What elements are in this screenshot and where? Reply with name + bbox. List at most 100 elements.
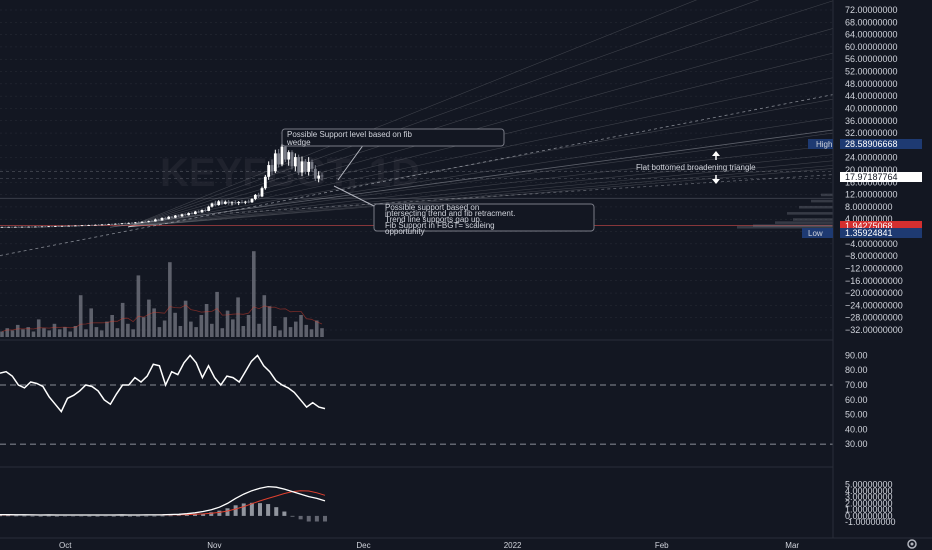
price-tick-label: 4.00000000 [845, 214, 893, 224]
candle-body [70, 225, 74, 227]
annotation-broadening-triangle[interactable]: Flat bottomed broadening triangle [636, 151, 756, 184]
candle-body [107, 224, 111, 225]
volume-bar [257, 323, 261, 337]
volume-bar [126, 323, 130, 337]
candle-body [220, 201, 224, 204]
time-axis-labels: Oct Nov Dec 2022 Feb Mar [59, 541, 799, 550]
macd-histogram-bar [6, 515, 11, 517]
candle-body [103, 224, 107, 226]
price-tick-label: 12.00000000 [845, 190, 898, 200]
callout-pointer [337, 143, 365, 181]
callout-trend-fib[interactable]: Possible support based on intersecting t… [333, 185, 595, 236]
trend-line [229, 174, 834, 214]
candle-body [240, 202, 244, 203]
candle-body [123, 223, 127, 225]
time-axis-label: Oct [59, 541, 72, 550]
volume-bar [225, 310, 230, 337]
candle-body [320, 175, 324, 177]
volume-bar [73, 326, 78, 337]
candle-body [100, 224, 104, 226]
last-price-label: 17.97187764 [845, 172, 898, 182]
macd-tick-label: 4.00000000 [845, 486, 893, 496]
macd-histogram-bar [176, 515, 181, 516]
macd-histogram-bar [103, 515, 108, 517]
fib-fan-ray [127, 154, 834, 228]
callout-text-line-3: Trend line supports gap up. [385, 215, 482, 224]
candle-body [163, 218, 167, 219]
candle-body [133, 222, 137, 224]
price-tick-label: 52.00000000 [845, 67, 898, 77]
candle-body [47, 226, 51, 228]
candle-body [230, 202, 234, 204]
candle-body [127, 222, 131, 224]
volume-bar [31, 331, 36, 337]
macd-histogram-bar [46, 515, 51, 517]
macd-histogram-bar [298, 515, 303, 520]
volume-bar [288, 327, 293, 337]
candle-body [187, 213, 191, 216]
volume-bar [131, 329, 135, 337]
candle-body [223, 201, 227, 204]
callout-fib-wedge[interactable]: Possible Support level based on fib wedg… [281, 128, 505, 181]
time-axis-label: Nov [207, 541, 221, 550]
candle-body [177, 215, 181, 217]
candle-body [307, 162, 311, 172]
callout-pointer [333, 185, 377, 208]
macd-line [0, 485, 326, 516]
macd-histogram-bar [144, 515, 149, 517]
candle-body [37, 226, 41, 228]
candle-body [267, 165, 271, 177]
candle-body [200, 210, 204, 213]
candle-body [210, 203, 214, 207]
volume-bar [157, 327, 162, 337]
macd-histogram-bar [160, 515, 165, 517]
trend-line [109, 129, 834, 228]
candle-body [140, 221, 144, 223]
volume-bar [84, 329, 88, 337]
macd-tick-label: 3.00000000 [845, 492, 893, 502]
candle-body [87, 225, 91, 226]
callout-text-line-2: wedge [286, 138, 311, 147]
volume-bar [241, 326, 246, 337]
price-tick-label: −16.00000000 [845, 276, 903, 286]
price-tick-label: −24.00000000 [845, 300, 903, 310]
volume-bar [21, 329, 25, 337]
red-price-label: 1.94275068 [845, 221, 893, 231]
candle-body [197, 211, 201, 213]
volume-profile-bar [793, 218, 833, 221]
candle-body [147, 221, 151, 223]
volume-bar [210, 323, 214, 337]
macd-histogram-bar [323, 515, 327, 522]
candle-body [67, 225, 71, 227]
volume-profile-bar [787, 212, 833, 215]
volume-bar [162, 320, 167, 337]
price-axis [833, 0, 932, 538]
volume-bar [194, 327, 198, 337]
macd-histogram-bar [184, 515, 189, 516]
price-tick-label: 48.00000000 [845, 79, 898, 89]
price-tick-label: 32.00000000 [845, 128, 898, 138]
rsi-line [0, 354, 326, 413]
macd-histogram-bar [209, 512, 214, 516]
macd-histogram-bar [306, 515, 311, 522]
price-tick-label: 8.00000000 [845, 202, 893, 212]
red-price-bg [840, 221, 922, 231]
macd-histogram-bar [249, 502, 254, 516]
settings-gear-icon[interactable] [907, 539, 917, 549]
last-price-bg [840, 172, 922, 182]
candle-body [53, 226, 57, 227]
candle-body [0, 226, 4, 228]
candle-body [217, 201, 221, 206]
volume-bar [220, 328, 225, 337]
candle-body [130, 222, 134, 224]
price-tick-label: 16.00000000 [845, 177, 898, 187]
volume-bar [147, 299, 151, 337]
volume-bar [236, 297, 240, 337]
candle-body [60, 225, 64, 227]
macd-histogram-bar [30, 515, 35, 517]
candle-body [43, 226, 47, 228]
candle-body [183, 214, 187, 216]
price-tick-label: 36.00000000 [845, 116, 898, 126]
candle-body [20, 226, 24, 228]
